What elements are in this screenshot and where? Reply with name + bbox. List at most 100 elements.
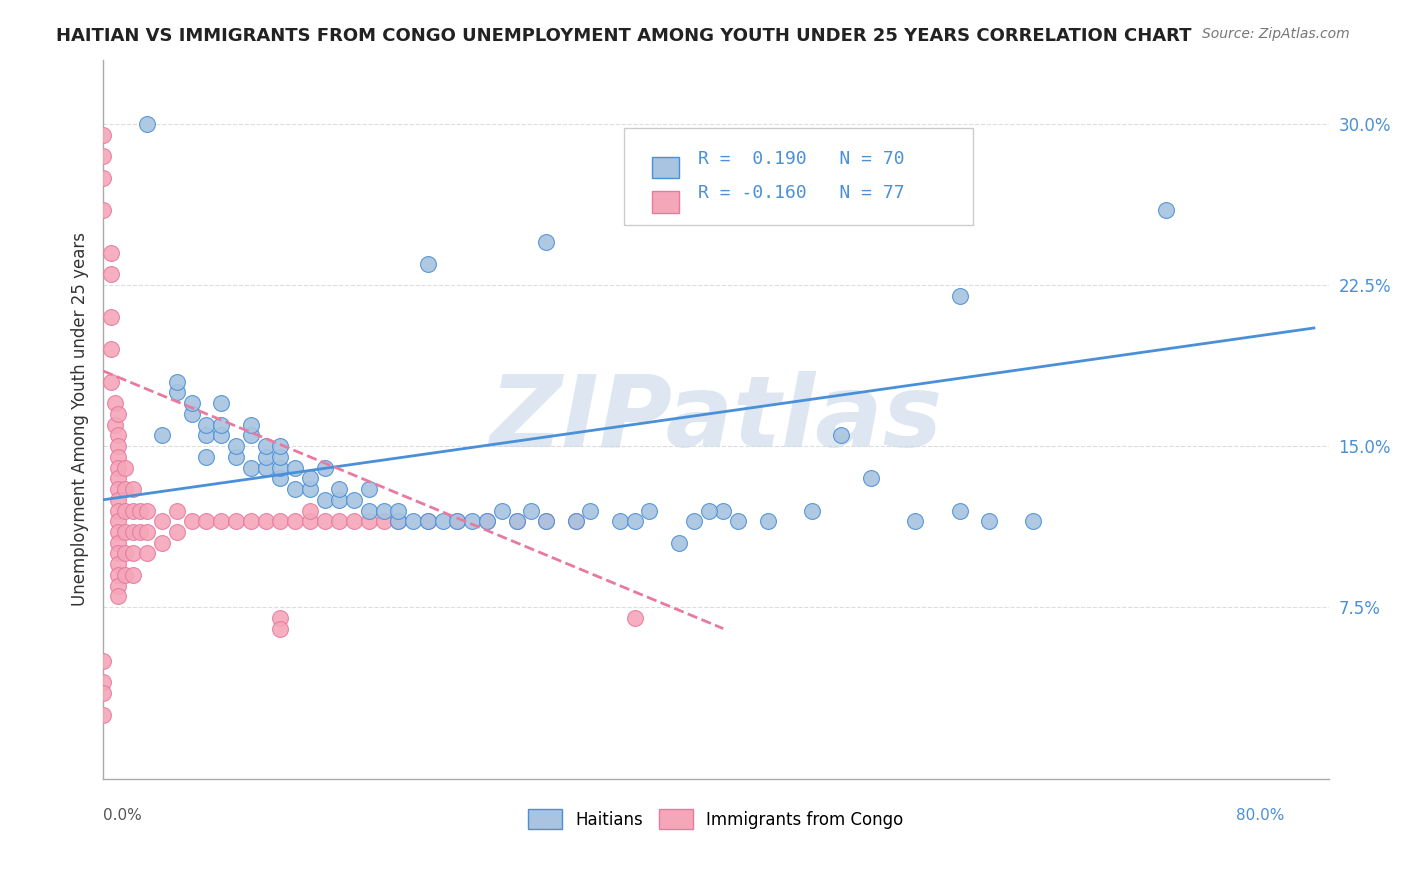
Point — [91, 170, 114, 185]
Point — [150, 428, 173, 442]
Point — [100, 343, 122, 357]
Point — [107, 558, 129, 572]
Point — [520, 503, 543, 517]
Point — [195, 450, 218, 464]
Point — [209, 514, 232, 528]
Point — [209, 417, 232, 432]
Point — [623, 611, 645, 625]
Point — [314, 460, 336, 475]
Point — [107, 535, 129, 549]
Point — [114, 482, 136, 496]
Point — [711, 503, 734, 517]
Point — [121, 568, 143, 582]
Point — [432, 514, 454, 528]
Point — [239, 428, 262, 442]
Point — [357, 503, 380, 517]
Text: 80.0%: 80.0% — [1236, 807, 1284, 822]
Point — [107, 460, 129, 475]
Point — [284, 514, 307, 528]
Point — [195, 514, 218, 528]
Point — [904, 514, 927, 528]
Point — [505, 514, 527, 528]
Point — [91, 707, 114, 722]
Point — [129, 503, 152, 517]
Point — [269, 450, 291, 464]
Point — [343, 492, 366, 507]
Point — [100, 310, 122, 325]
FancyBboxPatch shape — [624, 128, 973, 225]
Text: Source: ZipAtlas.com: Source: ZipAtlas.com — [1202, 27, 1350, 41]
Point — [166, 385, 188, 400]
Point — [129, 524, 152, 539]
Point — [107, 524, 129, 539]
Point — [180, 407, 202, 421]
Point — [387, 503, 409, 517]
Point — [107, 450, 129, 464]
Point — [269, 622, 291, 636]
Point — [107, 579, 129, 593]
Point — [114, 524, 136, 539]
Point — [269, 514, 291, 528]
Point — [136, 117, 159, 131]
Point — [977, 514, 1000, 528]
Point — [121, 546, 143, 560]
Text: R =  0.190   N = 70: R = 0.190 N = 70 — [697, 150, 904, 168]
Point — [298, 482, 321, 496]
Point — [100, 375, 122, 389]
Point — [269, 471, 291, 485]
Point — [682, 514, 704, 528]
Point — [114, 460, 136, 475]
Point — [534, 235, 557, 249]
Text: R = -0.160   N = 77: R = -0.160 N = 77 — [697, 185, 904, 202]
Point — [107, 492, 129, 507]
Point — [756, 514, 779, 528]
Text: 0.0%: 0.0% — [103, 807, 142, 822]
Point — [136, 503, 159, 517]
Point — [402, 514, 425, 528]
Point — [284, 482, 307, 496]
FancyBboxPatch shape — [652, 191, 679, 213]
Point — [505, 514, 527, 528]
Point — [209, 396, 232, 410]
Point — [91, 149, 114, 163]
Point — [121, 503, 143, 517]
Text: HAITIAN VS IMMIGRANTS FROM CONGO UNEMPLOYMENT AMONG YOUTH UNDER 25 YEARS CORRELA: HAITIAN VS IMMIGRANTS FROM CONGO UNEMPLO… — [56, 27, 1192, 45]
Point — [343, 514, 366, 528]
Point — [166, 524, 188, 539]
Point — [91, 675, 114, 690]
Point — [180, 396, 202, 410]
Point — [225, 439, 247, 453]
Point — [328, 492, 350, 507]
Legend: Haitians, Immigrants from Congo: Haitians, Immigrants from Congo — [522, 803, 910, 835]
Y-axis label: Unemployment Among Youth under 25 years: Unemployment Among Youth under 25 years — [72, 232, 89, 607]
Point — [104, 396, 127, 410]
Point — [416, 514, 439, 528]
Point — [239, 417, 262, 432]
Point — [100, 245, 122, 260]
Point — [107, 546, 129, 560]
Point — [269, 611, 291, 625]
Point — [475, 514, 498, 528]
Point — [225, 514, 247, 528]
Point — [107, 439, 129, 453]
Point — [91, 128, 114, 142]
Point — [104, 417, 127, 432]
Point — [121, 482, 143, 496]
Point — [475, 514, 498, 528]
Point — [1022, 514, 1045, 528]
Point — [609, 514, 631, 528]
Point — [1154, 202, 1177, 217]
Point — [195, 417, 218, 432]
Point — [357, 514, 380, 528]
Point — [284, 460, 307, 475]
Point — [298, 514, 321, 528]
Point — [239, 514, 262, 528]
Point — [269, 439, 291, 453]
FancyBboxPatch shape — [652, 157, 679, 178]
Point — [269, 460, 291, 475]
Point — [121, 524, 143, 539]
Point — [107, 407, 129, 421]
Text: ZIPatlas: ZIPatlas — [489, 371, 942, 467]
Point — [254, 460, 277, 475]
Point — [107, 568, 129, 582]
